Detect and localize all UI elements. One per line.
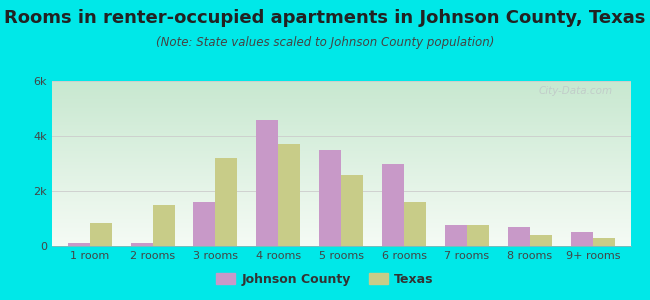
Text: City-Data.com: City-Data.com — [539, 86, 613, 96]
Bar — [153, 205, 175, 246]
Legend: Johnson County, Texas: Johnson County, Texas — [211, 268, 439, 291]
Bar — [194, 202, 216, 246]
Bar — [445, 225, 467, 246]
Bar — [571, 232, 593, 246]
Bar — [256, 119, 278, 246]
Text: Rooms in renter-occupied apartments in Johnson County, Texas: Rooms in renter-occupied apartments in J… — [5, 9, 645, 27]
Bar — [216, 158, 237, 246]
Bar — [467, 225, 489, 246]
Bar — [508, 227, 530, 246]
Bar — [131, 243, 153, 246]
Bar — [90, 224, 112, 246]
Bar — [68, 243, 90, 246]
Bar — [382, 164, 404, 246]
Bar — [530, 235, 552, 246]
Bar — [404, 202, 426, 246]
Bar — [341, 175, 363, 246]
Bar — [593, 238, 615, 246]
Bar — [319, 150, 341, 246]
Bar — [278, 144, 300, 246]
Text: (Note: State values scaled to Johnson County population): (Note: State values scaled to Johnson Co… — [156, 36, 494, 49]
